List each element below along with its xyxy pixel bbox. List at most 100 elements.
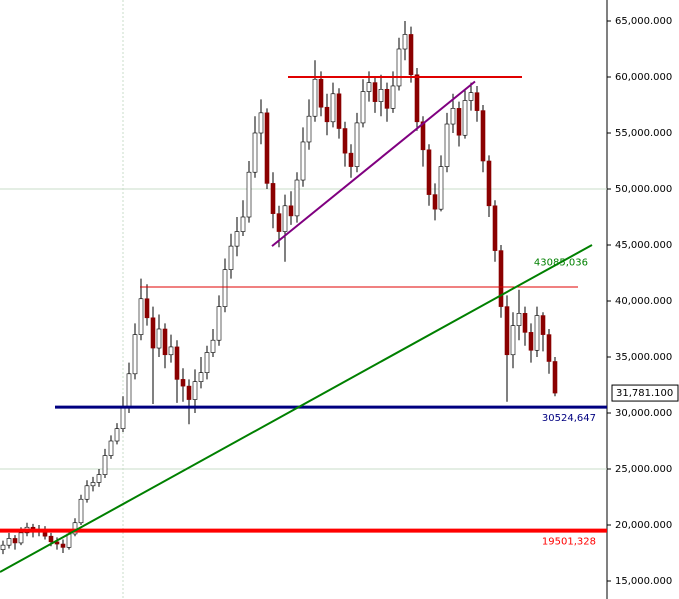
candle-body — [510, 325, 516, 356]
candle-body — [528, 332, 534, 351]
last-price-box — [611, 384, 679, 402]
candle-body — [414, 74, 420, 123]
candle-body — [372, 82, 378, 102]
y-tick-label: 55,000.000 — [615, 128, 672, 139]
candle-body — [396, 48, 402, 87]
trend-line — [0, 244, 593, 573]
candle-body — [138, 298, 144, 335]
candle-body — [504, 306, 510, 356]
candle-body — [216, 306, 222, 341]
candle-body — [6, 538, 12, 546]
candle-body — [450, 108, 456, 125]
candle-body — [492, 205, 498, 251]
candle-body — [444, 123, 450, 167]
candle-body — [282, 205, 288, 232]
candle-body — [192, 381, 198, 400]
y-tick-label: 45,000.000 — [615, 240, 672, 251]
candle-body — [300, 141, 306, 181]
candle-body — [48, 535, 54, 543]
candle-body — [156, 328, 162, 349]
candle-body — [240, 216, 246, 232]
candle-body — [90, 482, 96, 487]
candle-body — [486, 160, 492, 207]
candle-body — [426, 149, 432, 195]
candle-body — [360, 91, 366, 124]
candle-body — [78, 498, 84, 524]
y-tick-label: 35,000.000 — [615, 352, 672, 363]
candle-body — [516, 313, 522, 326]
trend-label: 43085,036 — [534, 257, 588, 268]
candle-body — [60, 543, 66, 548]
candle-body — [384, 89, 390, 109]
candle-body — [144, 298, 150, 319]
candle-body — [168, 346, 174, 356]
candle-body — [252, 132, 258, 173]
candle-body — [438, 166, 444, 210]
candle-body — [198, 372, 204, 382]
candle-body — [312, 78, 318, 117]
trend-line — [271, 80, 476, 247]
y-tick-label: 50,000.000 — [615, 184, 672, 195]
level-label: 19501,328 — [542, 537, 596, 548]
candle-body — [276, 213, 282, 232]
candle-body — [180, 379, 186, 387]
candle-body — [354, 122, 360, 167]
candle-body — [342, 128, 348, 154]
candle-body — [54, 541, 60, 545]
candle-body — [534, 315, 540, 351]
candle-body — [210, 339, 216, 353]
candle-body — [348, 152, 354, 167]
y-tick-label: 30,000.000 — [615, 408, 672, 419]
candle-body — [66, 533, 72, 548]
candle-body — [306, 115, 312, 143]
candle-body — [498, 250, 504, 307]
candle-body — [120, 407, 126, 429]
candle-body — [96, 474, 102, 483]
candle-body — [366, 82, 372, 92]
candle-body — [294, 179, 300, 217]
candle-body — [108, 440, 114, 456]
candle-body — [84, 485, 90, 500]
candle-body — [468, 92, 474, 101]
candle-body — [390, 85, 396, 109]
candle-body — [402, 34, 408, 50]
candle-body — [474, 92, 480, 111]
candle-body — [432, 194, 438, 210]
candle-body — [408, 34, 414, 76]
candle-body — [480, 110, 486, 162]
y-tick-label: 25,000.000 — [615, 464, 672, 475]
candle-body — [258, 112, 264, 134]
candle-body — [132, 334, 138, 375]
candle-body — [186, 385, 192, 400]
y-tick-label: 15,000.000 — [615, 576, 672, 587]
y-tick-label: 20,000.000 — [615, 520, 672, 531]
candle-body — [12, 538, 18, 544]
last-price-label: 31,781.100 — [616, 388, 673, 399]
candle-body — [234, 231, 240, 247]
candle-body — [0, 544, 6, 550]
candle-body — [324, 106, 330, 123]
candle-body — [102, 455, 108, 475]
candle-body — [318, 78, 324, 108]
candle-body — [336, 93, 342, 129]
candle-body — [174, 346, 180, 380]
candle-body — [552, 361, 558, 394]
candle-body — [150, 317, 156, 349]
candle-body — [114, 428, 120, 442]
y-tick-label: 40,000.000 — [615, 296, 672, 307]
candle-body — [162, 328, 168, 356]
candle-body — [540, 315, 546, 335]
candle-body — [264, 112, 270, 184]
candle-body — [228, 245, 234, 270]
candle-body — [378, 89, 384, 102]
candle-body — [222, 269, 228, 307]
candle-body — [546, 334, 552, 362]
candle-body — [462, 100, 468, 136]
level-label: 30524,647 — [542, 413, 596, 424]
candle-body — [270, 183, 276, 214]
candle-body — [246, 171, 252, 218]
candle-body — [18, 532, 24, 544]
y-tick-label: 65,000.000 — [615, 16, 672, 27]
candle-body — [204, 352, 210, 373]
